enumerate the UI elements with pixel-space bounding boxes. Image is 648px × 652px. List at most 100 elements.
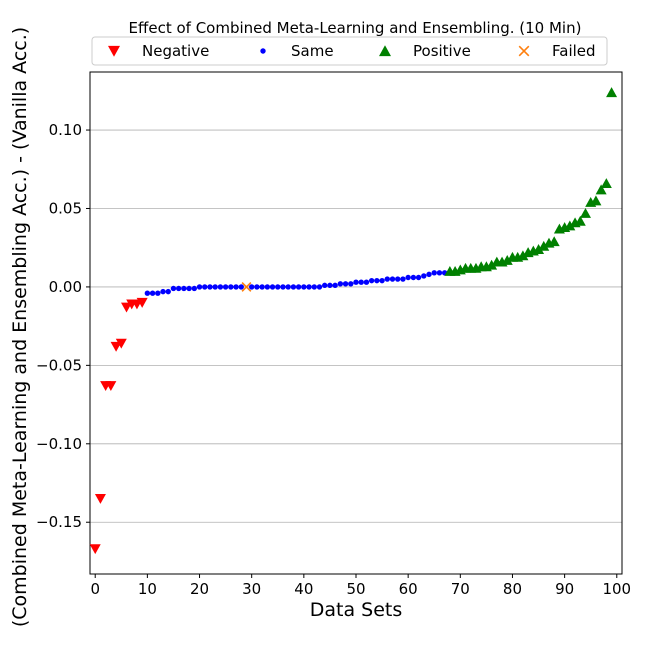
data-point-same [264, 284, 271, 290]
x-tick-label: 100 [602, 580, 631, 598]
data-point-same [254, 284, 260, 290]
y-tick-label: −0.10 [36, 435, 82, 453]
x-tick-label: 50 [346, 580, 365, 598]
data-point-positive [538, 240, 550, 251]
data-point-same [421, 273, 427, 279]
y-tick-label: −0.15 [36, 513, 82, 531]
legend: Negative Same Positive Failed [91, 36, 608, 66]
data-point-positive [579, 207, 591, 218]
data-point-same [181, 285, 187, 292]
data-point-same [269, 284, 276, 290]
x-tick-label: 30 [242, 580, 261, 598]
data-point-negative [89, 544, 101, 555]
y-axis-label: (Combined Meta-Learning and Ensembling A… [9, 27, 31, 627]
data-point-positive [600, 178, 612, 189]
data-point-same [322, 282, 328, 289]
data-point-same [228, 284, 234, 290]
data-point-same [311, 284, 317, 290]
data-point-same [379, 277, 385, 284]
legend-label-positive: Positive [413, 42, 471, 60]
data-point-same [400, 276, 406, 282]
data-point-same [363, 279, 370, 285]
data-point-positive [606, 87, 618, 98]
x-axis-label: Data Sets [310, 599, 403, 621]
data-point-same [212, 284, 218, 290]
data-point-positive [564, 220, 576, 231]
data-point-same [217, 284, 224, 290]
data-point-same [233, 284, 239, 290]
data-point-same [238, 284, 244, 290]
legend-box [91, 36, 608, 66]
data-point-same [436, 270, 443, 276]
data-point-positive [574, 215, 586, 226]
data-point-same [202, 284, 208, 290]
data-point-negative [136, 297, 148, 308]
x-tick-label: 10 [138, 580, 157, 598]
data-point-same [285, 284, 291, 290]
data-point-same [290, 284, 297, 290]
data-point-same [431, 270, 437, 276]
data-point-same [405, 274, 411, 281]
data-point-same [155, 290, 161, 296]
x-tick-label: 20 [190, 580, 209, 598]
data-point-same [248, 284, 255, 290]
data-point-same [207, 284, 213, 290]
x-tick-label: 60 [399, 580, 418, 598]
data-point-same [275, 284, 281, 290]
data-point-same [426, 271, 432, 278]
y-tick-label: −0.05 [36, 356, 82, 374]
legend-label-same: Same [291, 42, 334, 60]
data-point-same [280, 284, 286, 290]
data-point-same [389, 276, 396, 282]
data-point-positive [533, 244, 545, 254]
x-tick-label: 40 [294, 580, 313, 598]
data-point-same [342, 281, 349, 287]
data-point-same [160, 288, 166, 295]
data-point-same [337, 281, 344, 287]
x-tick-label: 0 [90, 580, 100, 598]
legend-marker-negative [108, 45, 120, 57]
x-tick-label: 70 [451, 580, 470, 598]
data-point-same [295, 284, 302, 290]
data-point-positive [548, 236, 560, 247]
data-point-same [149, 290, 156, 296]
data-point-same [368, 277, 375, 284]
data-point-same [259, 284, 265, 290]
data-point-same [165, 288, 171, 295]
data-point-positive [517, 250, 529, 261]
x-axis: 0 10 20 30 40 50 60 70 80 90 100 [90, 574, 631, 598]
y-tick-label: 0.05 [49, 199, 82, 217]
y-axis: −0.15 −0.10 −0.05 0.00 0.05 0.10 [36, 121, 90, 531]
data-point-same [384, 276, 390, 282]
data-point-positive [595, 184, 607, 195]
data-point-positive [486, 259, 498, 270]
data-point-same [186, 285, 192, 292]
data-point-same [316, 284, 323, 290]
data-point-same [395, 276, 401, 282]
data-point-negative [94, 494, 106, 504]
data-point-same [327, 282, 333, 289]
data-point-same [332, 282, 338, 289]
data-points [89, 87, 618, 555]
plot-frame [89, 71, 623, 575]
x-tick-label: 80 [503, 580, 522, 598]
data-point-negative [115, 338, 127, 349]
data-point-same [410, 274, 417, 281]
data-point-same [415, 274, 422, 281]
data-point-same [144, 290, 151, 296]
chart-title: Effect of Combined Meta-Learning and Ens… [129, 19, 582, 37]
data-point-negative [105, 381, 117, 391]
data-point-same [374, 277, 380, 284]
data-point-positive [590, 195, 602, 206]
y-tick-label: 0.10 [49, 121, 82, 139]
data-point-negative [121, 302, 133, 313]
data-point-same [191, 285, 198, 292]
legend-marker-failed [518, 45, 530, 57]
grid [90, 129, 622, 523]
y-tick-label: 0.00 [49, 278, 82, 296]
data-point-same [353, 279, 359, 285]
data-point-negative [110, 341, 122, 352]
legend-marker-same [260, 48, 266, 54]
data-point-same [222, 284, 229, 290]
data-point-same [301, 284, 307, 290]
